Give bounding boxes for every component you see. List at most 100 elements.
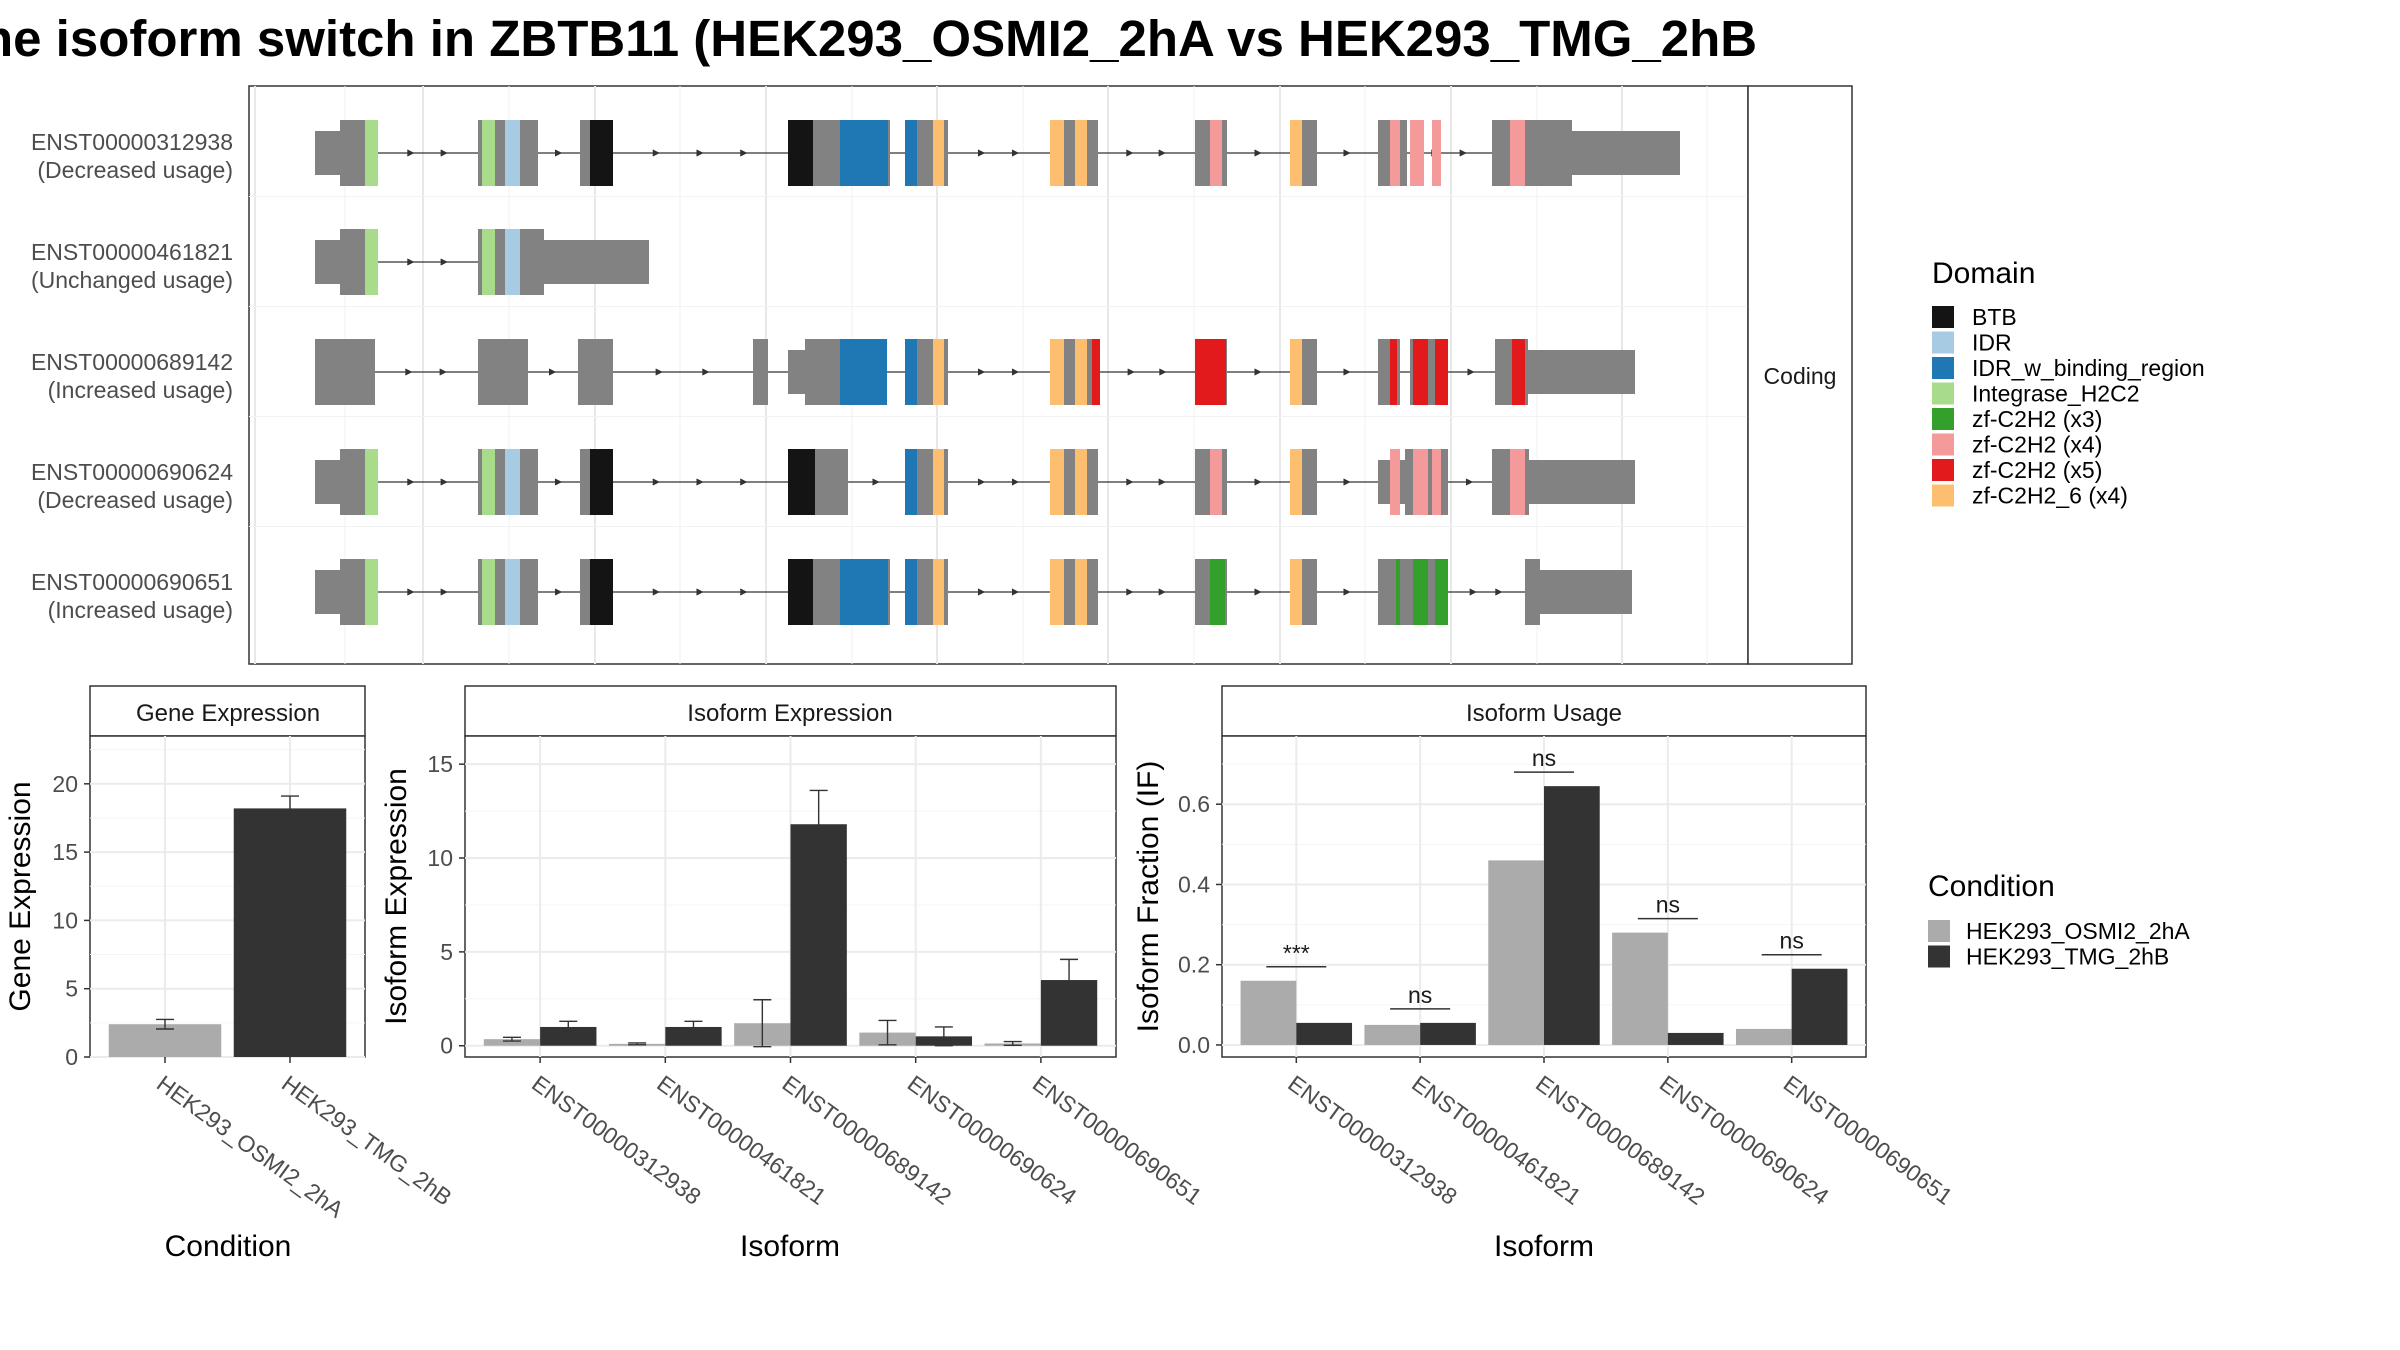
y-tick-label: 10 [427,845,453,871]
domain-segment [788,449,815,515]
intron-arrow [407,149,415,157]
error-bar [156,1018,174,1030]
intron-arrow [1495,588,1503,596]
transcript-label-1: ENST00000312938 (Decreased usage) [31,129,233,183]
domain-segment [1075,449,1087,515]
exon [1572,131,1680,175]
domain-segment [590,120,613,186]
bar [790,824,847,1046]
domain-segment [1390,120,1400,186]
intron-arrow [439,368,447,376]
exon [315,240,340,284]
transcript-track-2 [315,229,649,295]
domain-segment [840,559,888,625]
intron-arrow [655,368,663,376]
domain-segment [905,559,917,625]
intron-arrow [1343,368,1351,376]
transcript-label-2: ENST00000461821 (Unchanged usage) [31,239,233,293]
x-axis-title: Isoform [740,1230,840,1263]
intron-arrow [1158,149,1166,157]
domain-legend-label: IDR_w_binding_region [1972,355,2205,381]
transcript-label-5: ENST00000690651 (Increased usage) [31,569,233,623]
domain-segment [1075,559,1087,625]
y-tick-label: 0.6 [1178,791,1210,817]
y-axis-title: Gene Expression [4,781,37,1011]
bar [1735,1028,1792,1045]
error-bar [559,1020,578,1034]
domain-segment [1092,339,1100,405]
domain-segment [1210,559,1225,625]
intron-arrow [548,368,557,376]
domain-legend-label: zf-C2H2 (x5) [1972,457,2102,483]
x-axis-title: Condition [165,1230,292,1263]
y-tick-label: 0 [65,1044,78,1070]
domain-segment [1413,559,1428,625]
bar [1791,968,1848,1045]
error-bar [684,1020,703,1034]
bar [540,1026,597,1046]
domain-legend-swatch [1932,382,1954,405]
domain-legend-swatch [1932,433,1954,456]
domain-legend-swatch [1932,459,1954,481]
bar [1667,1032,1724,1045]
domain-segment [1050,120,1064,186]
figure-title: ne isoform switch in ZBTB11 (HEK293_OSMI… [0,10,1757,67]
intron-arrow [1011,478,1020,486]
domain-legend-swatch [1932,357,1954,379]
chart-3: Isoform Usage0.00.20.40.6***nsnsnsnsENST… [1132,685,1958,1263]
domain-segment [1210,339,1226,405]
error-bar [1060,958,1079,1002]
domain-segment [1290,339,1302,405]
intron-arrow [440,478,448,486]
y-tick-label: 15 [427,751,453,777]
intron-arrow [740,588,748,596]
condition-legend-label: HEK293_OSMI2_2hA [1966,918,2190,944]
domain-segment [840,339,887,405]
intron-arrow [1158,588,1166,596]
domain-segment [1432,120,1441,186]
significance-label: ns [1408,982,1432,1008]
exon [315,570,340,614]
y-tick-label: 0.0 [1178,1032,1210,1058]
intron-arrow [702,368,710,376]
intron-arrow [1126,588,1134,596]
exon [1540,570,1632,614]
domain-segment [1435,339,1448,405]
domain-segment [905,449,917,515]
domain-segment [1075,339,1087,405]
domain-segment [840,120,888,186]
significance-label: ns [1656,892,1680,918]
exon [315,131,340,175]
exon [1525,559,1540,625]
y-axis-title: Isoform Fraction (IF) [1132,761,1165,1033]
domain-segment [505,559,520,625]
condition-legend-swatch [1928,920,1950,942]
intron-arrow [652,478,660,486]
domain-segment [1413,339,1428,405]
y-tick-label: 5 [65,976,78,1002]
domain-legend-swatch [1932,331,1954,354]
chart-title: Isoform Expression [687,700,892,727]
condition-legend-label: HEK293_TMG_2hB [1966,944,2169,970]
domain-legend-title: Domain [1932,257,2035,290]
domain-segment [933,449,944,515]
domain-segment [1210,449,1222,515]
y-tick-label: 0.4 [1178,871,1210,897]
exon [478,339,528,405]
domain-legend-label: Integrase_H2C2 [1972,381,2140,407]
bar [1364,1024,1421,1045]
bar [1240,980,1297,1045]
intron-arrow [554,478,563,486]
exon [788,350,805,394]
x-axis-title: Isoform [1494,1230,1594,1263]
domain-legend: Domain BTBIDRIDR_w_binding_regionIntegra… [1932,257,2205,509]
domain-segment [788,120,813,186]
domain-segment [1195,339,1210,405]
y-tick-label: 0.2 [1178,952,1210,978]
transcript-panel: Coding ENST00000312938 (Decreased usage) … [31,85,1853,665]
intron-arrow [1126,478,1134,486]
domain-legend-swatch [1932,484,1954,507]
transcript-track-3 [315,339,1635,405]
